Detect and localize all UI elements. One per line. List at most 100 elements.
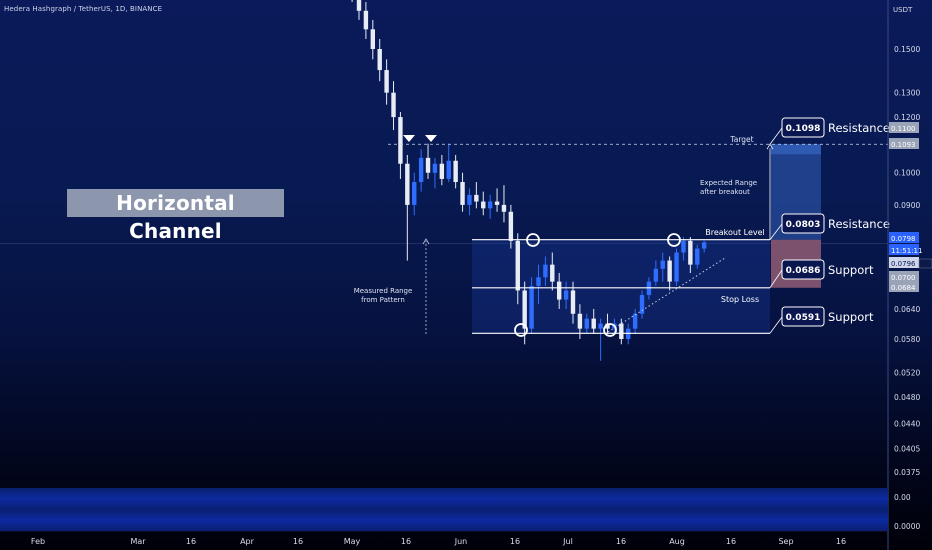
time-axis-tick: 16 <box>510 537 520 546</box>
price-axis-tick: 0.0375 <box>894 468 920 477</box>
candle-body <box>592 319 596 329</box>
axis-settings-icon <box>919 259 932 268</box>
candle-body <box>674 253 678 282</box>
candle-body <box>619 324 623 339</box>
time-axis-tick: Mar <box>130 537 146 546</box>
breakout-level-label: Breakout Level <box>705 228 765 237</box>
time-axis-tick: Feb <box>31 537 45 546</box>
candle-body <box>626 329 630 339</box>
callout-leader <box>770 317 782 333</box>
time-axis-tick: Sep <box>778 537 793 546</box>
expected-range-label: Expected Range <box>700 179 757 187</box>
time-axis-tick: Apr <box>240 537 255 546</box>
axis-currency-label[interactable]: USDT <box>893 6 912 14</box>
level-name-label: Resistance <box>828 217 890 231</box>
price-axis-tick: 0.0440 <box>894 419 920 428</box>
candle-body <box>426 158 430 173</box>
candle-body <box>667 261 671 282</box>
candle-body <box>543 265 547 278</box>
candle-body <box>371 29 375 49</box>
price-tag-label: 0.1093 <box>891 141 916 149</box>
candle-body <box>378 49 382 70</box>
price-tag-label: 0.0700 <box>891 274 916 282</box>
candle-body <box>488 202 492 209</box>
candle-body <box>509 212 513 241</box>
candle-body <box>557 282 561 300</box>
price-axis-tick: 0.1300 <box>894 89 920 98</box>
candle-body <box>578 314 582 329</box>
symbol-title[interactable]: Hedera Hashgraph / TetherUS, 1D, BINANCE <box>4 5 162 13</box>
price-axis-tick: 0.0900 <box>894 201 920 210</box>
level-name-label: Resistance <box>828 121 890 135</box>
time-axis-tick: 16 <box>293 537 303 546</box>
candle-body <box>585 319 589 329</box>
price-axis-tick: 0.0640 <box>894 305 920 314</box>
indicator-tick: 0.00 <box>894 493 911 502</box>
time-axis-tick: 16 <box>186 537 196 546</box>
price-axis-tick: 0.0580 <box>894 335 920 344</box>
candle-body <box>453 161 457 182</box>
time-axis-tick: May <box>344 537 361 546</box>
price-axis-tick: 0.1200 <box>894 113 920 122</box>
top-marker-icon <box>403 135 415 142</box>
time-axis-tick: Jun <box>454 537 468 546</box>
pattern-title-badge: Horizontal Channel <box>67 189 284 217</box>
level-price-label: 0.0803 <box>786 220 821 230</box>
price-tag-label: 0.0684 <box>891 284 916 292</box>
candle-body <box>598 324 602 329</box>
time-axis-tick: 16 <box>401 537 411 546</box>
price-tag-label: 11:51:11 <box>891 247 922 255</box>
candle-body <box>433 164 437 173</box>
indicator-tick: 0.0000 <box>894 522 920 531</box>
price-tag-label: 0.0798 <box>891 235 916 243</box>
candle-body <box>536 277 540 286</box>
candle-body <box>633 314 637 329</box>
level-name-label: Support <box>828 310 874 324</box>
candle-body <box>571 290 575 313</box>
top-marker-icon <box>425 135 437 142</box>
price-axis-tick: 0.1500 <box>894 45 920 54</box>
candle-body <box>550 265 554 282</box>
candle-body <box>364 11 368 30</box>
candle-body <box>481 202 485 209</box>
candle-body <box>702 242 706 248</box>
candle-body <box>695 249 699 265</box>
candle-body <box>681 241 685 253</box>
price-axis-tick: 0.0405 <box>894 445 920 454</box>
candle-body <box>412 182 416 205</box>
candle-body <box>391 93 395 117</box>
time-axis-tick: 16 <box>836 537 846 546</box>
price-tag-label: 0.1100 <box>891 125 916 133</box>
price-axis-tick: 0.0480 <box>894 393 920 402</box>
candle-body <box>564 290 568 299</box>
candle-body <box>460 182 464 205</box>
candle-body <box>467 195 471 205</box>
time-axis-tick: Jul <box>562 537 573 546</box>
candle-body <box>502 205 506 212</box>
level-price-label: 0.0591 <box>786 313 821 323</box>
candle-body <box>398 117 402 164</box>
candle-body <box>661 261 665 269</box>
target-zone-box <box>771 144 821 154</box>
candle-body <box>474 195 478 202</box>
expected-range-label-2: after breakout <box>700 188 750 196</box>
callout-leader <box>770 128 782 144</box>
price-axis-tick: 0.0520 <box>894 368 920 377</box>
indicator-band-1 <box>0 488 888 510</box>
level-price-label: 0.1098 <box>786 124 821 134</box>
price-axis-tick: 0.1000 <box>894 169 920 178</box>
indicator-band-2 <box>0 509 888 531</box>
candle-body <box>529 286 533 329</box>
candle-body <box>440 164 444 179</box>
candle-body <box>447 161 451 179</box>
level-name-label: Support <box>828 263 874 277</box>
time-axis-tick: 16 <box>726 537 736 546</box>
price-tag-label: 0.0796 <box>891 260 916 268</box>
candle-body <box>405 164 409 205</box>
candle-body <box>357 0 361 11</box>
measured-range-label-2: from Pattern <box>361 296 405 304</box>
candle-body <box>419 158 423 182</box>
level-price-label: 0.0686 <box>786 266 821 276</box>
